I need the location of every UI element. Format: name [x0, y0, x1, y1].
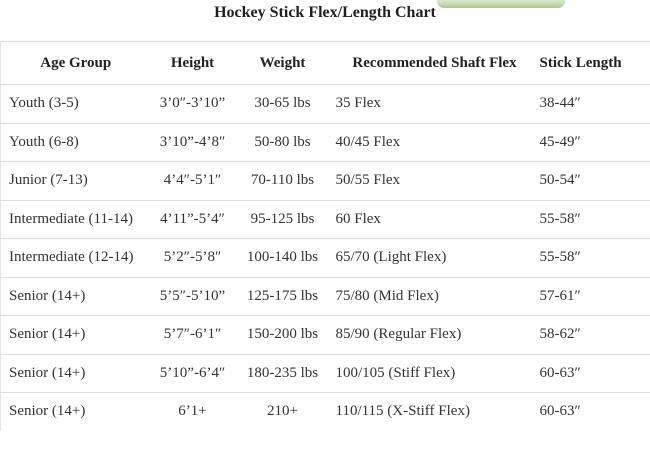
cell-shaft-flex: 100/105 (Stiff Flex): [331, 354, 539, 393]
cell-stick-length: 50-54″: [539, 162, 650, 201]
cell-age-group: Senior (14+): [1, 316, 151, 355]
cell-height: 3’0″-3’10”: [151, 85, 235, 124]
cell-stick-length: 58-62″: [539, 316, 650, 355]
cell-weight: 70-110 lbs: [235, 162, 331, 201]
cell-height: 5’5″-5’10”: [151, 277, 235, 316]
cell-shaft-flex: 40/45 Flex: [331, 123, 539, 162]
column-header-height: Height: [151, 42, 235, 85]
cell-age-group: Junior (7-13): [1, 162, 151, 201]
table-header-row: Age Group Height Weight Recommended Shaf…: [1, 42, 650, 85]
cell-shaft-flex: 110/115 (X-Stiff Flex): [331, 393, 539, 431]
cell-height: 3’10”-4’8″: [151, 123, 235, 162]
column-header-weight: Weight: [235, 42, 331, 85]
table-row: Senior (14+)6’1+210+110/115 (X-Stiff Fle…: [1, 393, 650, 431]
cell-shaft-flex: 75/80 (Mid Flex): [331, 277, 539, 316]
cell-stick-length: 45-49″: [539, 123, 650, 162]
cell-shaft-flex: 60 Flex: [331, 200, 539, 239]
cell-height: 5’2″-5’8″: [151, 239, 235, 278]
cell-age-group: Senior (14+): [1, 393, 151, 431]
cell-weight: 95-125 lbs: [235, 200, 331, 239]
column-header-stick-length: Stick Length: [539, 42, 650, 85]
cell-shaft-flex: 50/55 Flex: [331, 162, 539, 201]
column-header-age-group: Age Group: [1, 42, 151, 85]
cell-weight: 150-200 lbs: [235, 316, 331, 355]
cell-shaft-flex: 35 Flex: [331, 85, 539, 124]
cell-weight: 125-175 lbs: [235, 277, 331, 316]
cell-height: 5’10”-6’4″: [151, 354, 235, 393]
cell-weight: 50-80 lbs: [235, 123, 331, 162]
cell-height: 4’11”-5’4″: [151, 200, 235, 239]
cell-stick-length: 55-58″: [539, 200, 650, 239]
cell-stick-length: 55-58″: [539, 239, 650, 278]
cell-stick-length: 60-63″: [539, 354, 650, 393]
cell-weight: 180-235 lbs: [235, 354, 331, 393]
cell-stick-length: 38-44″: [539, 85, 650, 124]
cell-shaft-flex: 65/70 (Light Flex): [331, 239, 539, 278]
cell-stick-length: 57-61″: [539, 277, 650, 316]
table-row: Intermediate (12-14)5’2″-5’8″100-140 lbs…: [1, 239, 650, 278]
cell-age-group: Youth (3-5): [1, 85, 151, 124]
cell-age-group: Intermediate (12-14): [1, 239, 151, 278]
cell-weight: 210+: [235, 393, 331, 431]
table-header: Age Group Height Weight Recommended Shaf…: [1, 42, 650, 85]
cell-stick-length: 60-63″: [539, 393, 650, 431]
cell-age-group: Intermediate (11-14): [1, 200, 151, 239]
cell-height: 6’1+: [151, 393, 235, 431]
cell-height: 4’4″-5’1″: [151, 162, 235, 201]
cropped-green-button-fragment[interactable]: [437, 0, 565, 8]
cell-weight: 30-65 lbs: [235, 85, 331, 124]
table-row: Intermediate (11-14)4’11”-5’4″95-125 lbs…: [1, 200, 650, 239]
flex-length-table: Age Group Height Weight Recommended Shaf…: [0, 41, 650, 431]
cell-weight: 100-140 lbs: [235, 239, 331, 278]
cell-shaft-flex: 85/90 (Regular Flex): [331, 316, 539, 355]
cell-height: 5’7″-6’1″: [151, 316, 235, 355]
cell-age-group: Senior (14+): [1, 277, 151, 316]
cell-age-group: Youth (6-8): [1, 123, 151, 162]
cell-age-group: Senior (14+): [1, 354, 151, 393]
column-header-shaft-flex: Recommended Shaft Flex: [331, 42, 539, 85]
